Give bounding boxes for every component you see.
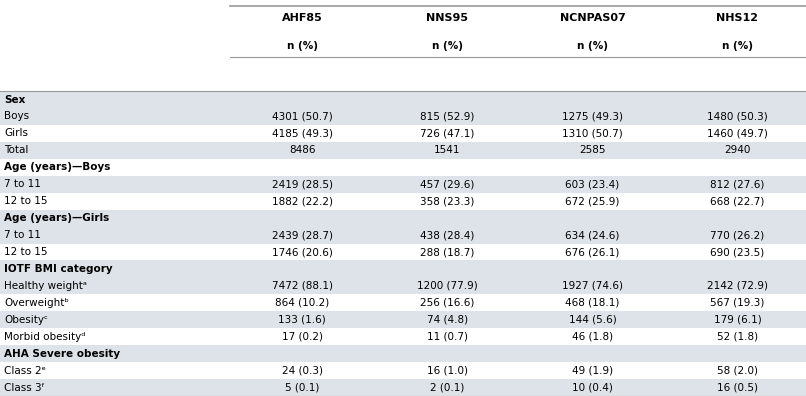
Text: 2585: 2585 <box>580 145 605 155</box>
Text: Girls: Girls <box>4 128 28 139</box>
Text: 52 (1.8): 52 (1.8) <box>717 332 758 342</box>
Bar <box>0 294 806 311</box>
Text: Class 3ᶠ: Class 3ᶠ <box>4 383 45 392</box>
Text: 49 (1.9): 49 (1.9) <box>571 366 613 375</box>
Text: Boys: Boys <box>4 112 29 122</box>
Bar <box>0 108 806 125</box>
Text: 864 (10.2): 864 (10.2) <box>275 298 330 308</box>
Text: 12 to 15: 12 to 15 <box>4 247 48 257</box>
Text: 672 (25.9): 672 (25.9) <box>565 196 620 206</box>
Text: 1927 (74.6): 1927 (74.6) <box>562 281 623 291</box>
Text: 10 (0.4): 10 (0.4) <box>572 383 613 392</box>
Text: 4301 (50.7): 4301 (50.7) <box>272 112 333 122</box>
Bar <box>0 311 806 328</box>
Bar <box>0 244 806 261</box>
Bar <box>0 345 806 362</box>
Text: 1746 (20.6): 1746 (20.6) <box>272 247 333 257</box>
Text: n (%): n (%) <box>287 40 318 51</box>
Text: 1882 (22.2): 1882 (22.2) <box>272 196 333 206</box>
Text: 2419 (28.5): 2419 (28.5) <box>272 179 333 189</box>
Text: Morbid obesityᵈ: Morbid obesityᵈ <box>4 332 85 342</box>
Bar <box>0 193 806 209</box>
Text: AHA Severe obesity: AHA Severe obesity <box>4 348 120 359</box>
Bar <box>0 0 806 91</box>
Text: Age (years)—Boys: Age (years)—Boys <box>4 162 110 172</box>
Text: 457 (29.6): 457 (29.6) <box>420 179 475 189</box>
Text: 358 (23.3): 358 (23.3) <box>420 196 475 206</box>
Text: Total: Total <box>4 145 28 155</box>
Bar <box>0 278 806 294</box>
Text: 8486: 8486 <box>289 145 315 155</box>
Text: 7 to 11: 7 to 11 <box>4 179 41 189</box>
Text: NHS12: NHS12 <box>717 13 758 23</box>
Text: 133 (1.6): 133 (1.6) <box>278 315 326 325</box>
Text: 815 (52.9): 815 (52.9) <box>420 112 475 122</box>
Text: 1275 (49.3): 1275 (49.3) <box>562 112 623 122</box>
Text: 1200 (77.9): 1200 (77.9) <box>417 281 478 291</box>
Bar <box>0 91 806 108</box>
Text: 24 (0.3): 24 (0.3) <box>282 366 322 375</box>
Text: AHF85: AHF85 <box>282 13 322 23</box>
Text: 2439 (28.7): 2439 (28.7) <box>272 230 333 240</box>
Text: 438 (28.4): 438 (28.4) <box>420 230 475 240</box>
Text: 812 (27.6): 812 (27.6) <box>710 179 765 189</box>
Text: Obesityᶜ: Obesityᶜ <box>4 315 48 325</box>
Text: 1480 (50.3): 1480 (50.3) <box>707 112 768 122</box>
Bar <box>0 209 806 227</box>
Text: 17 (0.2): 17 (0.2) <box>282 332 322 342</box>
Text: Age (years)—Girls: Age (years)—Girls <box>4 213 110 223</box>
Text: 144 (5.6): 144 (5.6) <box>568 315 617 325</box>
Text: 179 (6.1): 179 (6.1) <box>713 315 762 325</box>
Bar <box>0 159 806 176</box>
Text: 11 (0.7): 11 (0.7) <box>427 332 467 342</box>
Text: 690 (23.5): 690 (23.5) <box>710 247 765 257</box>
Text: 676 (26.1): 676 (26.1) <box>565 247 620 257</box>
Text: 1541: 1541 <box>434 145 460 155</box>
Text: 288 (18.7): 288 (18.7) <box>420 247 475 257</box>
Text: NNS95: NNS95 <box>426 13 468 23</box>
Text: IOTF BMI category: IOTF BMI category <box>4 264 113 274</box>
Text: 58 (2.0): 58 (2.0) <box>717 366 758 375</box>
Text: 16 (0.5): 16 (0.5) <box>717 383 758 392</box>
Bar <box>0 227 806 244</box>
Bar <box>0 142 806 159</box>
Text: Healthy weightᵃ: Healthy weightᵃ <box>4 281 87 291</box>
Text: 7472 (88.1): 7472 (88.1) <box>272 281 333 291</box>
Text: 726 (47.1): 726 (47.1) <box>420 128 475 139</box>
Text: 4185 (49.3): 4185 (49.3) <box>272 128 333 139</box>
Bar <box>0 379 806 396</box>
Bar <box>0 362 806 379</box>
Bar <box>0 125 806 142</box>
Text: 1310 (50.7): 1310 (50.7) <box>562 128 623 139</box>
Text: 603 (23.4): 603 (23.4) <box>565 179 620 189</box>
Text: 5 (0.1): 5 (0.1) <box>285 383 319 392</box>
Text: 16 (1.0): 16 (1.0) <box>427 366 467 375</box>
Text: 46 (1.8): 46 (1.8) <box>571 332 613 342</box>
Bar <box>0 328 806 345</box>
Text: 567 (19.3): 567 (19.3) <box>710 298 765 308</box>
Text: 770 (26.2): 770 (26.2) <box>710 230 765 240</box>
Text: Sex: Sex <box>4 95 26 105</box>
Text: 634 (24.6): 634 (24.6) <box>565 230 620 240</box>
Text: n (%): n (%) <box>577 40 608 51</box>
Bar <box>0 261 806 278</box>
Text: 2940: 2940 <box>725 145 750 155</box>
Text: n (%): n (%) <box>722 40 753 51</box>
Text: n (%): n (%) <box>432 40 463 51</box>
Text: Overweightᵇ: Overweightᵇ <box>4 298 69 308</box>
Text: 2142 (72.9): 2142 (72.9) <box>707 281 768 291</box>
Text: 256 (16.6): 256 (16.6) <box>420 298 475 308</box>
Bar <box>0 176 806 193</box>
Text: 468 (18.1): 468 (18.1) <box>565 298 620 308</box>
Text: NCNPAS07: NCNPAS07 <box>559 13 625 23</box>
Text: 668 (22.7): 668 (22.7) <box>710 196 765 206</box>
Text: 1460 (49.7): 1460 (49.7) <box>707 128 768 139</box>
Text: 74 (4.8): 74 (4.8) <box>426 315 468 325</box>
Text: 2 (0.1): 2 (0.1) <box>430 383 464 392</box>
Text: 12 to 15: 12 to 15 <box>4 196 48 206</box>
Text: 7 to 11: 7 to 11 <box>4 230 41 240</box>
Text: Class 2ᵉ: Class 2ᵉ <box>4 366 46 375</box>
